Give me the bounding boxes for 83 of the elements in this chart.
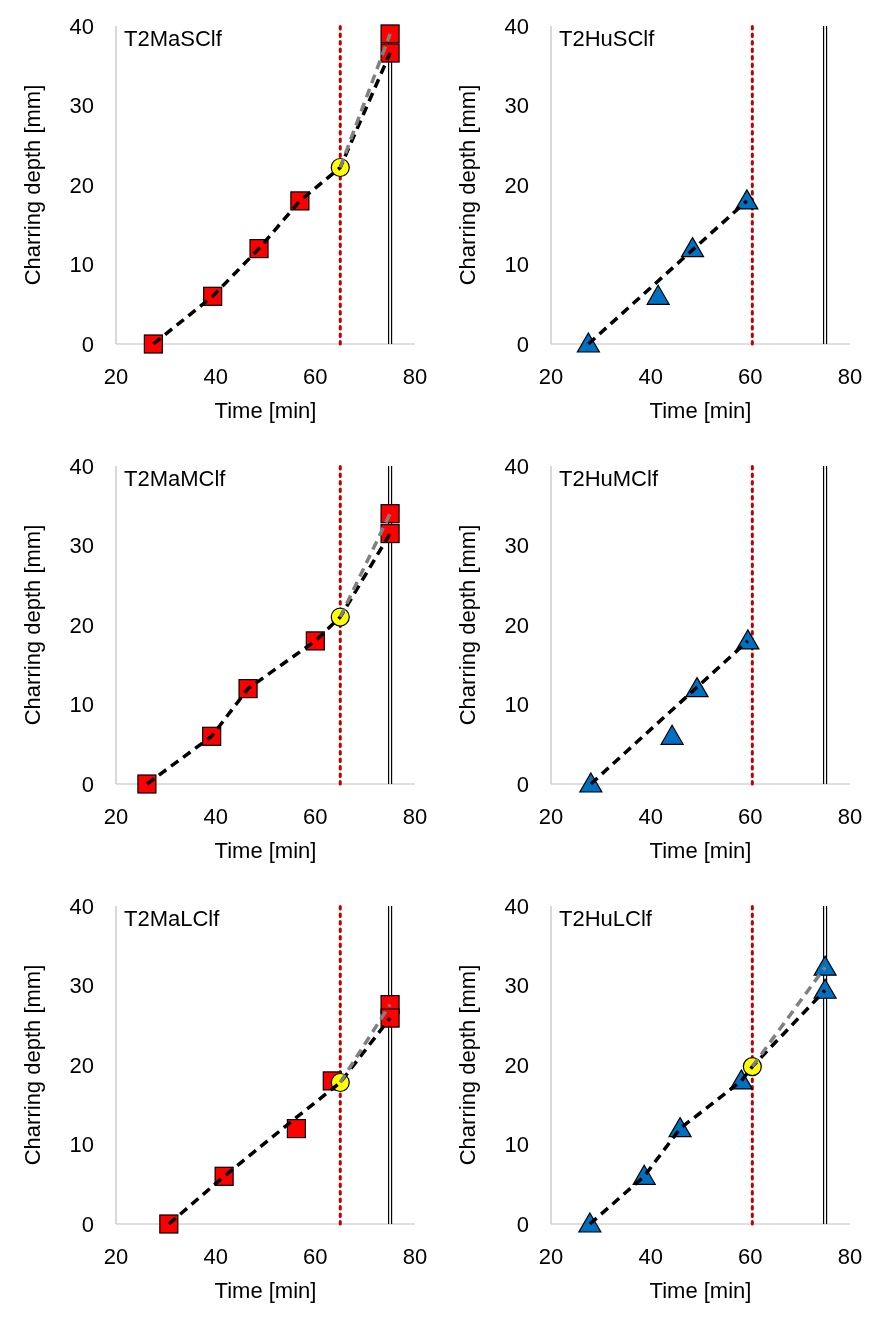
- x-tick-label: 60: [303, 804, 328, 829]
- y-axis-title: Charring depth [mm]: [19, 524, 45, 726]
- x-tick-label: 20: [538, 364, 564, 389]
- point: [286, 1119, 306, 1139]
- y-tick-label: 10: [69, 252, 94, 277]
- x-tick-label: 40: [638, 1244, 663, 1269]
- x-tick-label: 60: [738, 364, 763, 389]
- point: [576, 332, 600, 353]
- y-tick-label: 20: [504, 1052, 529, 1078]
- chart-title: T2MaLClf: [124, 906, 221, 931]
- x-tick-label: 60: [738, 804, 763, 829]
- y-tick-label: 40: [69, 893, 94, 919]
- y-tick-label: 10: [69, 692, 94, 717]
- y-tick-label: 30: [504, 533, 529, 558]
- x-tick-label: 60: [738, 1244, 763, 1269]
- x-axis-title: Time [min]: [649, 398, 752, 423]
- chart-title: T2HuSClf: [559, 26, 656, 51]
- y-tick-label: 30: [504, 93, 529, 118]
- y-axis-title: Charring depth [mm]: [19, 84, 45, 286]
- x-tick-label: 40: [638, 364, 663, 389]
- x-tick-label: 80: [402, 1244, 428, 1269]
- x-tick-label: 80: [837, 1244, 863, 1269]
- x-tick-label: 20: [103, 1244, 129, 1269]
- chart-title: T2HuLClf: [559, 906, 653, 931]
- y-tick-label: 40: [69, 13, 94, 39]
- y-tick-label: 10: [69, 1132, 94, 1157]
- y-tick-label: 10: [504, 692, 529, 717]
- x-axis-title: Time [min]: [214, 398, 317, 423]
- point: [735, 189, 759, 210]
- x-tick-label: 40: [638, 804, 663, 829]
- y-tick-label: 40: [504, 13, 529, 39]
- y-axis-title: Charring depth [mm]: [19, 964, 45, 1166]
- y-tick-label: 40: [504, 453, 529, 479]
- x-tick-label: 20: [538, 804, 564, 829]
- point: [813, 955, 837, 976]
- x-tick-label: 40: [203, 1244, 228, 1269]
- y-tick-label: 10: [504, 1132, 529, 1157]
- x-tick-label: 20: [538, 1244, 564, 1269]
- chart-title: T2HuMClf: [559, 466, 659, 491]
- x-tick-label: 40: [203, 804, 228, 829]
- point: [660, 724, 684, 745]
- y-tick-label: 0: [516, 771, 529, 797]
- x-tick-label: 80: [837, 804, 863, 829]
- y-tick-label: 30: [69, 93, 94, 118]
- y-tick-label: 10: [504, 252, 529, 277]
- y-tick-label: 20: [69, 172, 94, 198]
- y-tick-label: 0: [516, 1211, 529, 1237]
- x-tick-label: 20: [103, 364, 129, 389]
- y-tick-label: 0: [81, 331, 94, 357]
- chart-title: T2MaMClf: [124, 466, 227, 491]
- y-tick-label: 20: [69, 1052, 94, 1078]
- x-tick-label: 80: [837, 364, 863, 389]
- y-axis-title: Charring depth [mm]: [454, 84, 480, 286]
- x-tick-label: 40: [203, 364, 228, 389]
- point: [646, 284, 670, 305]
- y-tick-label: 30: [69, 973, 94, 998]
- chart-title: T2MaSClf: [124, 26, 223, 51]
- point: [380, 504, 400, 524]
- point: [380, 24, 400, 44]
- point: [813, 978, 837, 999]
- y-tick-label: 0: [81, 771, 94, 797]
- y-tick-label: 20: [504, 612, 529, 638]
- x-tick-label: 80: [402, 804, 428, 829]
- point: [143, 334, 163, 354]
- x-axis-title: Time [min]: [649, 838, 752, 863]
- y-tick-label: 40: [504, 893, 529, 919]
- x-axis-title: Time [min]: [649, 1278, 752, 1303]
- x-tick-label: 20: [103, 804, 129, 829]
- y-tick-label: 30: [69, 533, 94, 558]
- x-axis-title: Time [min]: [214, 838, 317, 863]
- y-axis-title: Charring depth [mm]: [454, 964, 480, 1166]
- x-tick-label: 80: [402, 364, 428, 389]
- y-tick-label: 40: [69, 453, 94, 479]
- y-tick-label: 20: [69, 612, 94, 638]
- y-tick-label: 30: [504, 973, 529, 998]
- y-tick-label: 0: [81, 1211, 94, 1237]
- x-tick-label: 60: [303, 364, 328, 389]
- y-axis-title: Charring depth [mm]: [454, 524, 480, 726]
- y-tick-label: 20: [504, 172, 529, 198]
- y-tick-label: 0: [516, 331, 529, 357]
- x-tick-label: 60: [303, 1244, 328, 1269]
- x-axis-title: Time [min]: [214, 1278, 317, 1303]
- point: [137, 774, 157, 794]
